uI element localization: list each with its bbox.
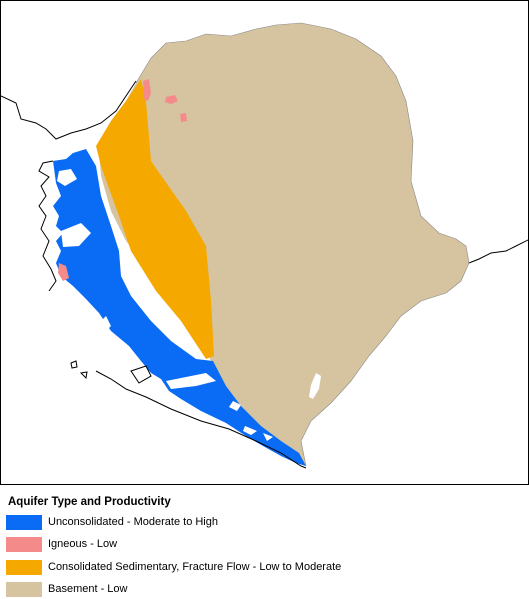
igneous-patch-north-2 [165, 95, 178, 104]
country-outline [135, 22, 470, 467]
basement-region [99, 23, 469, 466]
legend-item-basement: Basement - Low [6, 582, 506, 598]
legend-label-consolidated-sedimentary: Consolidated Sedimentary, Fracture Flow … [48, 561, 342, 573]
coastal-gap-2 [166, 373, 216, 389]
coastal-gap-4 [243, 426, 257, 435]
coastline-west [38, 160, 57, 292]
legend-item-consolidated-sedimentary: Consolidated Sedimentary, Fracture Flow … [6, 560, 506, 576]
coastal-gap-5 [263, 433, 273, 441]
border-east [468, 239, 528, 264]
legend-label-unconsolidated: Unconsolidated - Moderate to High [48, 516, 218, 528]
igneous-patch-north [143, 79, 151, 101]
border-north [1, 80, 137, 140]
coastline-south [95, 370, 307, 469]
estuary-gap-2 [57, 169, 77, 186]
map-panel [0, 0, 529, 485]
legend-label-igneous: Igneous - Low [48, 538, 118, 550]
legend-swatch-igneous [6, 537, 42, 552]
legend-swatch-unconsolidated [6, 515, 42, 530]
legend-item-unconsolidated: Unconsolidated - Moderate to High [6, 515, 506, 531]
igneous-patch-peninsula [58, 263, 69, 281]
legend-item-igneous: Igneous - Low [6, 537, 506, 553]
consolidated-sedimentary-region [96, 79, 214, 359]
unconsolidated-region [53, 149, 306, 466]
legend: Aquifer Type and Productivity Unconsolid… [0, 485, 529, 599]
legend-swatch-basement [6, 582, 42, 597]
islands [70, 360, 152, 384]
legend-label-basement: Basement - Low [48, 583, 128, 595]
legend-title: Aquifer Type and Productivity [8, 496, 171, 508]
estuary-gap [61, 223, 91, 247]
lake-east [309, 373, 321, 399]
coastal-gap-1 [99, 316, 111, 333]
coastal-gap-3 [229, 401, 241, 411]
igneous-patch-north-3 [180, 113, 187, 122]
legend-swatch-consolidated-sedimentary [6, 560, 42, 575]
aquifer-map [1, 22, 528, 469]
